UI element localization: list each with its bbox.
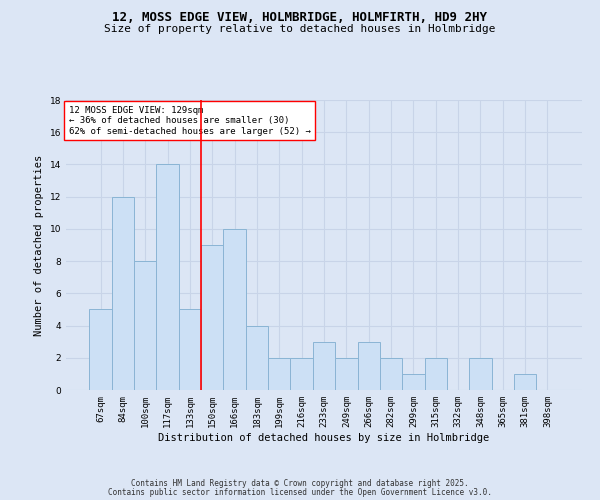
X-axis label: Distribution of detached houses by size in Holmbridge: Distribution of detached houses by size … <box>158 432 490 442</box>
Bar <box>313 342 335 390</box>
Bar <box>268 358 290 390</box>
Text: 12 MOSS EDGE VIEW: 129sqm
← 36% of detached houses are smaller (30)
62% of semi-: 12 MOSS EDGE VIEW: 129sqm ← 36% of detac… <box>68 106 310 136</box>
Bar <box>425 358 447 390</box>
Bar <box>402 374 425 390</box>
Bar <box>514 374 536 390</box>
Bar <box>112 196 134 390</box>
Text: 12, MOSS EDGE VIEW, HOLMBRIDGE, HOLMFIRTH, HD9 2HY: 12, MOSS EDGE VIEW, HOLMBRIDGE, HOLMFIRT… <box>113 11 487 24</box>
Bar <box>201 245 223 390</box>
Bar <box>380 358 402 390</box>
Bar <box>134 261 157 390</box>
Bar <box>335 358 358 390</box>
Bar <box>179 310 201 390</box>
Bar <box>469 358 491 390</box>
Text: Contains public sector information licensed under the Open Government Licence v3: Contains public sector information licen… <box>108 488 492 497</box>
Bar <box>246 326 268 390</box>
Text: Size of property relative to detached houses in Holmbridge: Size of property relative to detached ho… <box>104 24 496 34</box>
Bar <box>89 310 112 390</box>
Bar <box>223 229 246 390</box>
Y-axis label: Number of detached properties: Number of detached properties <box>34 154 44 336</box>
Bar <box>157 164 179 390</box>
Bar <box>290 358 313 390</box>
Bar <box>358 342 380 390</box>
Text: Contains HM Land Registry data © Crown copyright and database right 2025.: Contains HM Land Registry data © Crown c… <box>131 478 469 488</box>
